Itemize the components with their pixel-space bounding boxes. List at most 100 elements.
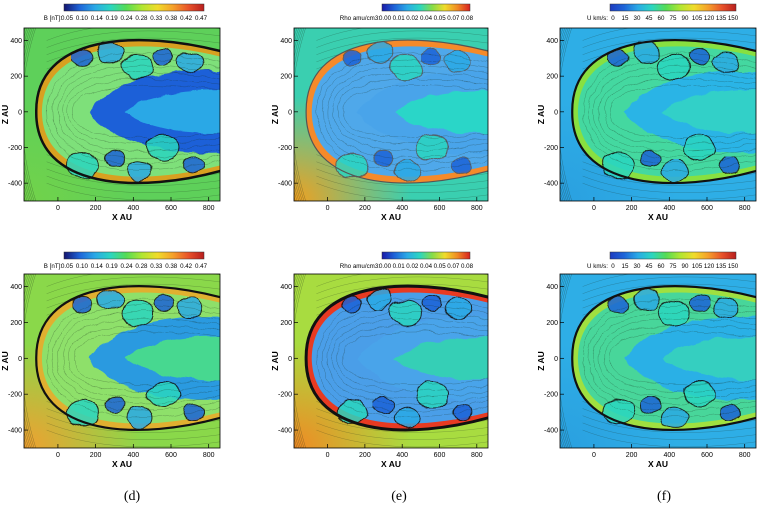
y-tick-label: 400 bbox=[280, 284, 292, 291]
x-tick-label: 600 bbox=[434, 205, 446, 212]
contour-line bbox=[316, 422, 488, 440]
contour-line bbox=[316, 283, 488, 302]
colorbar-tick: 0.08 bbox=[461, 263, 474, 270]
x-tick-label: 0 bbox=[592, 205, 596, 212]
contour-line bbox=[604, 325, 756, 392]
colorbar-tick: 90 bbox=[682, 15, 689, 22]
y-tick-label: -200 bbox=[8, 145, 22, 152]
contour-line bbox=[24, 28, 35, 201]
colorbar-tick: 105 bbox=[692, 15, 703, 22]
vortex bbox=[152, 48, 174, 66]
x-tick-label: 600 bbox=[165, 452, 177, 459]
contour-line bbox=[294, 274, 301, 448]
y-tick-label: -400 bbox=[8, 181, 22, 188]
contour-line bbox=[46, 37, 220, 55]
vortex bbox=[421, 294, 443, 312]
chart-panel: Rho amu/cm3:0.00 0.01 0.02 0.04 0.05 0.07 0.08… bbox=[270, 251, 489, 469]
colorbar-tick: 0.19 bbox=[106, 263, 119, 270]
contour-line bbox=[316, 37, 488, 55]
y-tick-label: -400 bbox=[278, 181, 292, 188]
y-tick-label: -200 bbox=[278, 392, 292, 399]
y-tick-label: -200 bbox=[544, 145, 558, 152]
contour-line bbox=[598, 318, 756, 398]
y-tick-label: 0 bbox=[18, 356, 22, 363]
colorbar-label: U km/s: bbox=[587, 15, 608, 22]
colorbar-tick: 0.02 bbox=[406, 263, 419, 270]
contour-line bbox=[24, 274, 37, 448]
colorbar-tick: 30 bbox=[634, 263, 641, 270]
y-tick-label: 200 bbox=[280, 320, 292, 327]
plot-frame bbox=[293, 27, 489, 202]
contour-line bbox=[337, 325, 488, 392]
vortex bbox=[415, 134, 449, 161]
contour-line bbox=[582, 37, 756, 55]
colorbar-tick: 0.05 bbox=[434, 263, 447, 270]
x-tick-label: 400 bbox=[396, 205, 408, 212]
y-tick-label: 200 bbox=[280, 74, 292, 81]
contour-line bbox=[316, 30, 488, 48]
boundary-edge bbox=[571, 39, 756, 185]
contour-line bbox=[8, 23, 26, 206]
x-tick-label: 0 bbox=[326, 452, 330, 459]
heatmap-field bbox=[8, 23, 220, 206]
contour-line bbox=[332, 72, 488, 151]
colorbar-tick: 0.24 bbox=[121, 263, 134, 270]
contour-line bbox=[560, 28, 573, 201]
colorbar-tick: 135 bbox=[716, 15, 727, 22]
colorbar-tick: 45 bbox=[646, 263, 653, 270]
contour-line bbox=[316, 429, 488, 448]
colorbar-tick: 150 bbox=[728, 15, 739, 22]
colorbar-tick: 120 bbox=[704, 15, 715, 22]
x-tick-label: 400 bbox=[663, 205, 675, 212]
y-axis-label: Z AU bbox=[0, 351, 10, 371]
contour-line bbox=[560, 274, 571, 448]
panel-label: (f) bbox=[657, 489, 671, 504]
colorbar-tick: 0.10 bbox=[76, 15, 89, 22]
plot-frame bbox=[293, 273, 489, 449]
colorbar-tick: 105 bbox=[692, 263, 703, 270]
contour-line bbox=[73, 331, 220, 385]
colorbar-tick: 45 bbox=[646, 15, 653, 22]
x-tick-label: 600 bbox=[165, 205, 177, 212]
y-tick-label: -200 bbox=[8, 392, 22, 399]
contour-line bbox=[294, 28, 303, 201]
colorbar-tick: 0.08 bbox=[461, 15, 474, 22]
colorbar-tick: 15 bbox=[622, 263, 629, 270]
y-tick-label: 200 bbox=[10, 74, 22, 81]
x-tick-label: 0 bbox=[326, 205, 330, 212]
vortex bbox=[176, 297, 204, 319]
x-tick-label: 400 bbox=[663, 452, 675, 459]
colorbar bbox=[381, 251, 471, 260]
contour-line bbox=[582, 283, 756, 302]
x-axis-label: X AU bbox=[381, 212, 401, 222]
wake-core bbox=[661, 90, 756, 134]
boundary-edge bbox=[571, 285, 756, 431]
contour-line bbox=[582, 168, 756, 186]
contour-line bbox=[46, 30, 220, 48]
contour-line bbox=[582, 276, 756, 294]
x-tick-label: 0 bbox=[56, 452, 60, 459]
colorbar-tick: 150 bbox=[728, 263, 739, 270]
colorbar-tick: 60 bbox=[658, 263, 665, 270]
contour-line bbox=[321, 305, 488, 411]
heatmap-field bbox=[560, 28, 756, 201]
contour-line bbox=[52, 305, 220, 411]
contour-line bbox=[24, 274, 33, 448]
vortex bbox=[97, 42, 125, 64]
vortex bbox=[639, 149, 661, 167]
contour-line bbox=[560, 28, 569, 201]
colorbar bbox=[381, 3, 471, 12]
contour-line bbox=[582, 30, 756, 48]
y-axis-label: Z AU bbox=[0, 105, 10, 125]
heatmap-field bbox=[294, 28, 488, 201]
colorbar bbox=[609, 3, 737, 12]
vortex bbox=[146, 380, 180, 408]
x-tick-label: 200 bbox=[90, 205, 102, 212]
contour-line bbox=[46, 175, 220, 193]
contour-line bbox=[588, 59, 756, 164]
plot-frame bbox=[559, 273, 757, 449]
colorbar-tick: 0.19 bbox=[106, 15, 119, 22]
contour-line bbox=[560, 28, 571, 201]
y-tick-label: 0 bbox=[554, 356, 558, 363]
